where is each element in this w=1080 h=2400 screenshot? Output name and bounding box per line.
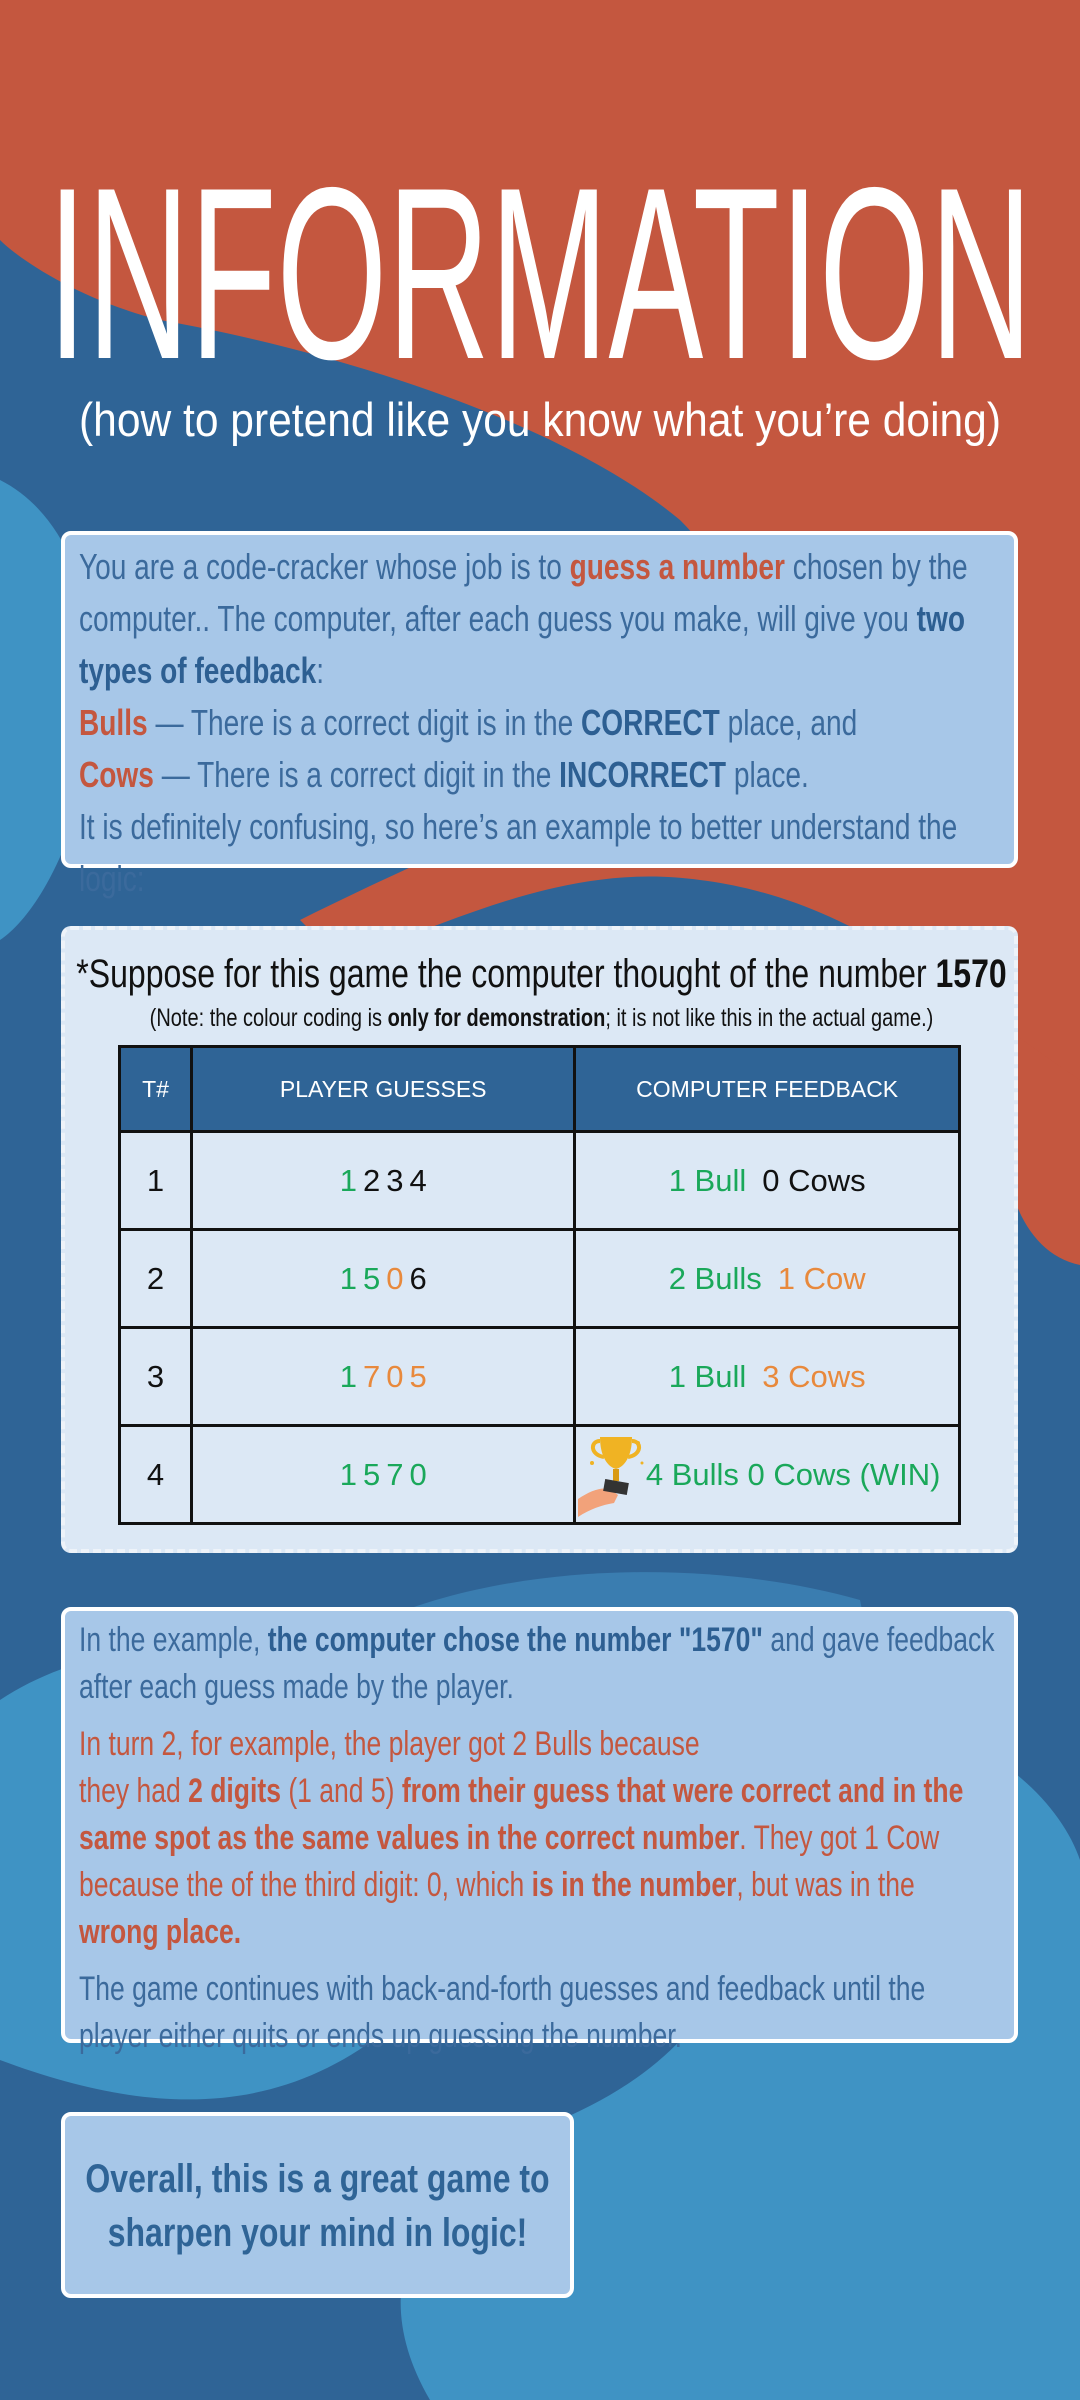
header: INFORMATION (how to pretend like you kno… [48,136,1033,446]
feedback-part: 3 Cows [762,1358,866,1394]
emphasis: 2 digits [188,1772,281,1810]
paragraph: Bulls — There is a correct digit is in t… [79,697,999,749]
text: chosen by the computer.. The computer, a… [79,546,968,639]
column-header: COMPUTER FEEDBACK [573,1045,961,1133]
emphasis: only for demonstration [387,1004,606,1032]
feedback-part: 2 Bulls [668,1260,762,1296]
digit: 5 [362,1456,381,1492]
text: *Suppose for this game the computer thou… [76,952,936,996]
paragraph: Cows — There is a correct digit in the I… [79,749,999,801]
paragraph: You are a code-cracker whose job is to g… [79,541,999,697]
emphasis: CORRECT [580,702,720,743]
column-header: T# [117,1045,194,1133]
text: — There is a correct digit is in the [147,702,581,743]
paragraph: In the example, the computer chose the n… [79,1617,999,1711]
subtitle: (how to pretend like you know what you’r… [79,393,1001,446]
feedback: 1 Bull 3 Cows [573,1326,961,1427]
intro-text: You are a code-cracker whose job is to g… [79,541,999,905]
digit: 1 [339,1162,357,1198]
text: — There is a correct digit in the [153,754,560,795]
example-box: *Suppose for this game the computer thou… [61,926,1018,1553]
digit: 1 [339,1358,357,1394]
trophy-icon [578,1437,644,1517]
text: they had [79,1772,189,1810]
emphasis: two types of feedback [79,598,965,691]
paragraph: It is definitely confusing, so here’s an… [79,801,999,905]
example-note: (Note: the colour coding is only for dem… [67,1004,1017,1033]
feedback-part: 1 Bull [668,1358,747,1394]
explanation-text: In the example, the computer chose the n… [79,1617,999,2060]
conclusion: Overall, this is a great game to sharpen… [85,2157,550,2255]
feedback-part: 1 Bull [668,1162,747,1198]
feedback-part: 0 Cows [762,1162,866,1198]
emphasis: INCORRECT [559,754,727,795]
text: : [316,650,325,691]
header-row: T# PLAYER GUESSES COMPUTER FEEDBACK [117,1045,961,1133]
text: In turn 2, for example, the player got 2… [79,1725,700,1763]
text: The game continues with back-and-forth g… [79,1970,926,2055]
digit: 7 [386,1456,404,1492]
text: In the example, [79,1621,268,1659]
digit: 1 [339,1260,357,1296]
text: (Note: the colour coding is [149,1004,388,1032]
turn: 1 [117,1130,194,1231]
column-header: PLAYER GUESSES [190,1045,577,1133]
feedback: 2 Bulls 1 Cow [573,1228,961,1329]
digit: 6 [409,1260,427,1296]
text: place, and [719,702,858,743]
text: (1 and 5) [280,1772,402,1810]
term: Cows [79,754,154,795]
explanation-box: In the example, the computer chose the n… [61,1607,1018,2055]
emphasis: wrong place. [79,1913,242,1951]
text: You are a code-cracker whose job is to [79,546,570,587]
text: place. [726,754,809,795]
highlight: guess a number [569,546,785,587]
text: , but was in the [736,1866,915,1904]
feedback: 4 Bulls 0 Cows (WIN) [573,1424,961,1525]
digit: 5 [362,1260,381,1296]
emphasis: is in the number [531,1866,737,1904]
turn: 4 [117,1424,194,1525]
digit: 5 [409,1358,427,1394]
digit: 3 [386,1162,404,1198]
digit: 0 [409,1456,427,1492]
digit: 0 [386,1358,404,1394]
text: It is definitely confusing, so here’s an… [79,806,958,899]
emphasis: the computer chose the number "1570" [267,1621,763,1659]
turn: 2 [117,1228,194,1329]
digit: 0 [386,1260,404,1296]
intro-box: You are a code-cracker whose job is to g… [61,531,1018,899]
term: Bulls [79,702,148,743]
feedback: 1 Bull 0 Cows [573,1130,961,1231]
turn: 3 [117,1326,194,1427]
text: and gave feedback after each guess made … [79,1621,995,1706]
paragraph: The game continues with back-and-forth g… [79,1966,999,2060]
conclusion-box: Overall, this is a great game to sharpen… [61,2112,574,2298]
digit: 2 [362,1162,381,1198]
feedback-part: 1 Cow [777,1260,866,1296]
example-heading: *Suppose for this game the computer thou… [67,952,1017,997]
feedback-part: 4 Bulls 0 Cows (WIN) [645,1456,941,1492]
number: 1570 [935,952,1007,996]
text: ; it is not like this in the actual game… [605,1004,934,1032]
emphasis: from their guess that were correct and i… [79,1772,964,1857]
digit: 4 [409,1162,427,1198]
paragraph: In turn 2, for example, the player got 2… [79,1721,999,1956]
digit: 1 [339,1456,357,1492]
text: . They got 1 Cow because the of the thir… [79,1819,940,1904]
title: INFORMATION [48,136,1033,410]
digit: 7 [362,1358,381,1394]
